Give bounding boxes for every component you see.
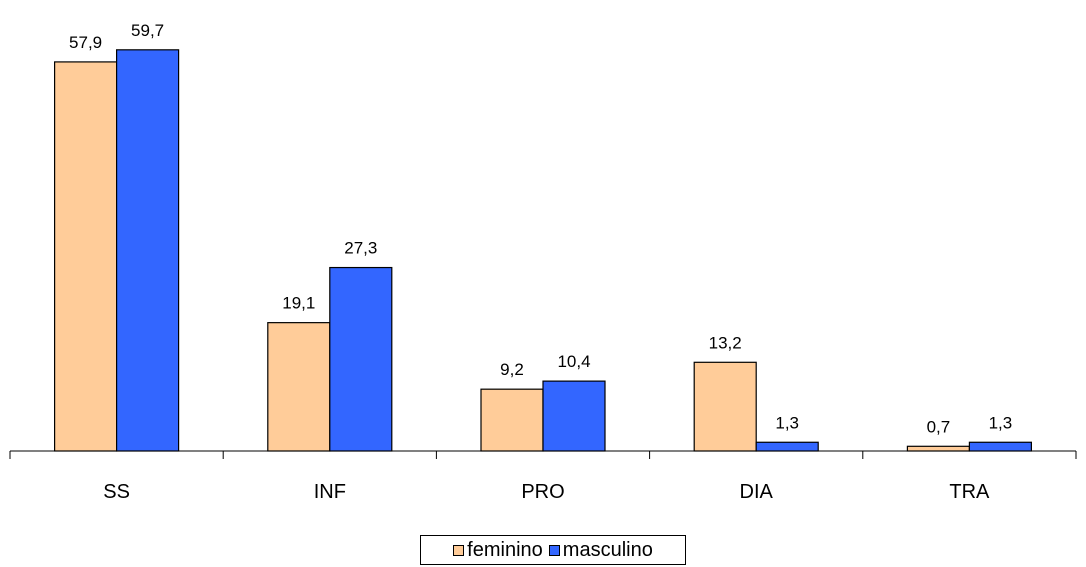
bar-dia-feminino: [693, 361, 757, 452]
value-label-ss-feminino: 57,9: [69, 33, 102, 52]
value-label-dia-masculino: 1,3: [775, 413, 799, 432]
category-label-ss: SS: [103, 481, 130, 503]
x-axis: [9, 450, 1077, 459]
value-label-ss-masculino: 59,7: [131, 21, 164, 40]
legend: feminino masculino: [420, 535, 686, 565]
category-labels-group: SS INF PRO DIA TRA: [103, 481, 990, 503]
legend-label-masculino: masculino: [562, 538, 653, 561]
value-label-pro-masculino: 10,4: [557, 352, 590, 371]
bars-group: [53, 49, 1033, 452]
legend-swatch-feminino: [453, 544, 465, 556]
value-label-tra-feminino: 0,7: [927, 417, 951, 436]
value-labels-group: 57,9 59,7 19,1 27,3 9,2 10,4 13,2 1,3 0,7 1,3: [69, 21, 1012, 436]
legend-label-feminino: feminino: [467, 538, 543, 561]
legend-swatch-masculino: [548, 544, 560, 556]
bar-dia-masculino: [755, 441, 819, 452]
bar-inf-masculino: [329, 266, 393, 452]
bar-ss-feminino: [53, 61, 118, 452]
value-label-dia-feminino: 13,2: [709, 333, 742, 352]
value-label-pro-feminino: 9,2: [500, 360, 524, 379]
bar-pro-masculino: [542, 380, 606, 452]
legend-item-feminino: feminino: [453, 539, 543, 562]
bar-tra-feminino: [906, 445, 971, 452]
category-label-pro: PRO: [521, 481, 564, 503]
category-label-dia: DIA: [740, 481, 774, 503]
bar-ss-masculino: [115, 49, 180, 452]
bar-tra-masculino: [968, 441, 1033, 452]
category-label-inf: INF: [314, 481, 346, 503]
category-label-tra: TRA: [949, 481, 990, 503]
value-label-inf-feminino: 19,1: [282, 294, 315, 313]
legend-item-masculino: masculino: [548, 538, 653, 562]
value-label-inf-masculino: 27,3: [344, 239, 377, 258]
bar-inf-feminino: [267, 322, 331, 452]
bar-pro-feminino: [480, 388, 544, 452]
value-label-tra-masculino: 1,3: [989, 413, 1013, 432]
